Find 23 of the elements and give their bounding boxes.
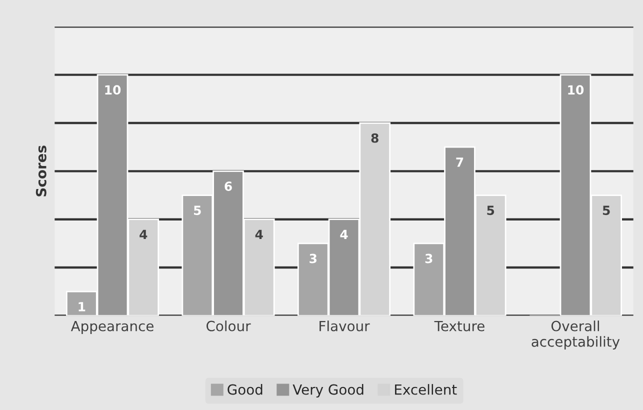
data-label: 3 [425, 254, 432, 264]
data-label: 5 [602, 206, 610, 216]
data-label: 7 [456, 158, 464, 167]
data-label: 5 [487, 206, 494, 216]
data-label: 3 [310, 254, 316, 264]
data-label: 4 [255, 230, 263, 239]
data-label: 1 [78, 302, 86, 312]
y-axis-title: Scores [36, 146, 46, 196]
x-tick-label: Texture [434, 320, 484, 332]
x-tick-label: Overall acceptability [532, 320, 620, 350]
data-label: 8 [371, 133, 378, 143]
data-label: 10 [105, 85, 121, 95]
data-label: 6 [224, 182, 232, 191]
legend-label: Excellent [395, 384, 457, 395]
x-tick-label: Flavour [320, 320, 370, 332]
x-tick-label: Colour [206, 320, 251, 332]
legend-label: Good [228, 384, 262, 395]
data-label: 10 [568, 85, 584, 95]
data-label: 5 [194, 206, 201, 216]
x-tick-label: Appearance [70, 320, 154, 334]
legend-label: Very Good [292, 384, 364, 398]
data-label: 4 [340, 230, 348, 239]
data-label: 4 [140, 230, 148, 239]
